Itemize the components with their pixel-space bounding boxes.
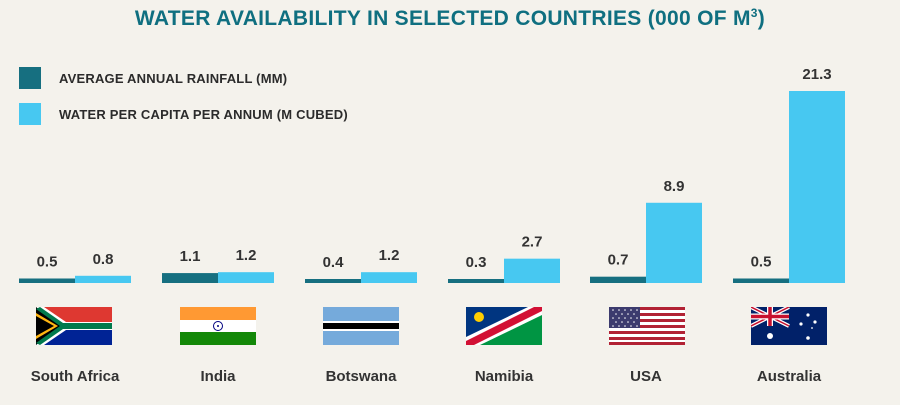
botswana-flag-icon <box>323 307 399 345</box>
chart-title-suffix: ) <box>757 7 766 30</box>
chart-legend: AVERAGE ANNUAL RAINFALL (MM) WATER PER C… <box>19 66 348 138</box>
value-label-water-usa: 8.9 <box>664 178 685 195</box>
legend-item-rainfall: AVERAGE ANNUAL RAINFALL (MM) <box>19 66 348 90</box>
value-labels-layer: 0.5 0.8 1.1 1.2 0.4 1.2 0.3 2.7 0.7 8.9 0.5 21.3 <box>37 66 832 271</box>
value-label-rainfall-usa: 0.7 <box>608 252 629 269</box>
value-label-rainfall-australia: 0.5 <box>751 253 772 270</box>
bar-water-india <box>218 272 274 283</box>
legend-swatch-rainfall <box>19 67 41 89</box>
bar-rainfall-south-africa <box>19 278 75 283</box>
legend-label-rainfall: AVERAGE ANNUAL RAINFALL (MM) <box>59 70 288 86</box>
value-label-water-india: 1.2 <box>236 247 257 264</box>
chart-title-text: WATER AVAILABILITY IN SELECTED COUNTRIES… <box>134 7 751 30</box>
value-label-water-namibia: 2.7 <box>522 234 543 251</box>
bar-rainfall-australia <box>733 278 789 283</box>
bar-water-namibia <box>504 258 560 283</box>
legend-label-water: WATER PER CAPITA PER ANNUM (M CUBED) <box>59 106 348 122</box>
value-label-rainfall-india: 1.1 <box>180 248 201 265</box>
category-label-usa: USA <box>630 368 662 385</box>
category-labels-layer: South Africa India Botswana Namibia USA Austr… <box>31 368 822 385</box>
value-label-water-australia: 21.3 <box>802 66 831 83</box>
south-africa-flag-icon <box>36 307 112 345</box>
value-label-water-south-africa: 0.8 <box>93 251 114 268</box>
bars-layer <box>19 91 845 283</box>
bar-water-usa <box>646 202 702 283</box>
value-label-rainfall-botswana: 0.4 <box>323 254 345 271</box>
value-label-rainfall-namibia: 0.3 <box>466 254 487 271</box>
india-flag-icon <box>180 307 256 345</box>
bar-rainfall-botswana <box>305 279 361 283</box>
bar-rainfall-india <box>162 273 218 283</box>
chart-title-superscript: 3 <box>750 6 758 20</box>
legend-swatch-water <box>19 103 41 125</box>
category-label-namibia: Namibia <box>475 368 534 385</box>
australia-flag-icon <box>751 307 827 345</box>
value-label-water-botswana: 1.2 <box>379 247 400 264</box>
legend-item-water: WATER PER CAPITA PER ANNUM (M CUBED) <box>19 102 348 126</box>
usa-flag-icon <box>609 307 685 345</box>
bar-rainfall-usa <box>590 276 646 283</box>
value-label-rainfall-south-africa: 0.5 <box>37 253 58 270</box>
bar-water-south-africa <box>75 275 131 283</box>
flags-layer <box>36 307 827 345</box>
namibia-flag-icon <box>466 307 542 345</box>
bar-water-australia <box>789 91 845 283</box>
bar-rainfall-namibia <box>448 279 504 283</box>
bar-water-botswana <box>361 272 417 283</box>
chart-title: WATER AVAILABILITY IN SELECTED COUNTRIES… <box>0 6 900 31</box>
category-label-india: India <box>200 368 236 385</box>
category-label-botswana: Botswana <box>326 368 398 385</box>
category-label-south-africa: South Africa <box>31 368 120 385</box>
category-label-australia: Australia <box>757 368 822 385</box>
